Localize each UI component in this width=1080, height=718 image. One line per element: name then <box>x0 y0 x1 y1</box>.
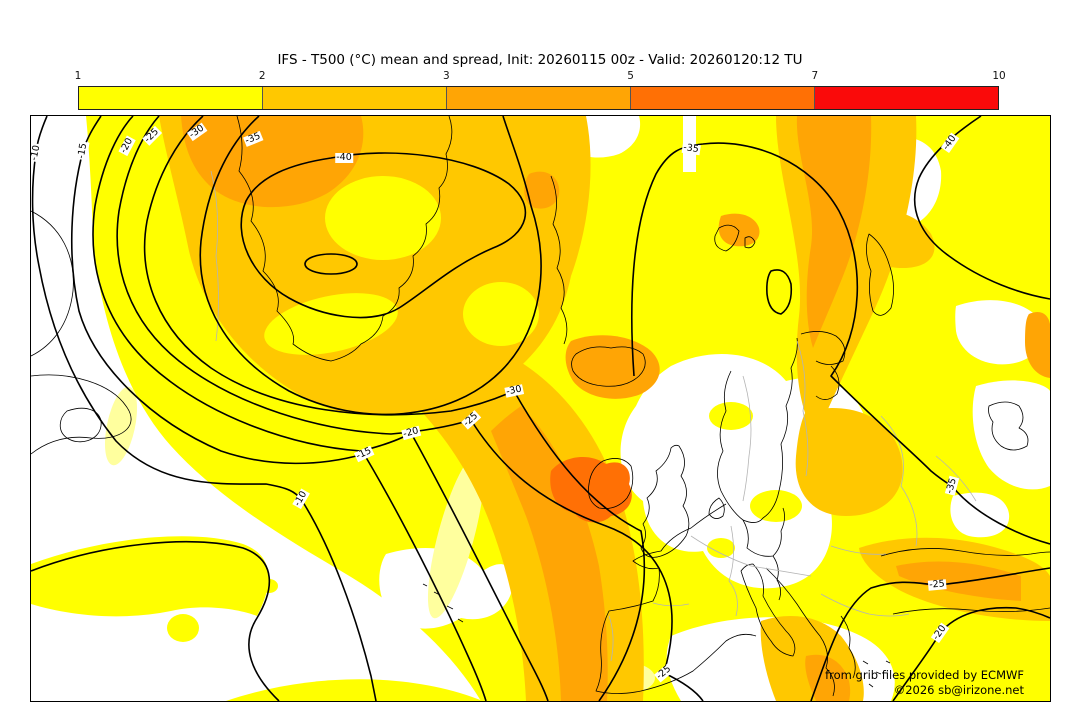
colorbar-tick-label: 5 <box>627 70 634 82</box>
colorbar-ticks: 1 2 3 5 7 10 <box>74 70 1006 84</box>
colorbar-tick-label: 2 <box>258 70 266 82</box>
colorbar-segment <box>79 87 263 109</box>
contour-label: -40 <box>335 152 353 163</box>
attribution: from grib files provided by ECMWF ©2026 … <box>825 668 1024 698</box>
colorbar-tick-label: 10 <box>992 70 1006 82</box>
colorbar-segment <box>447 87 631 109</box>
colorbar-tick-label: 1 <box>74 70 82 82</box>
colorbar-segment <box>815 87 998 109</box>
attribution-line-2: ©2026 sb@irizone.net <box>893 683 1024 697</box>
contour-label: -25 <box>927 578 947 591</box>
map-svg <box>31 116 1050 701</box>
colorbar <box>78 86 999 110</box>
weather-map: -10 -15 -20 -25 -30 -35 -40 -35 -40 -30 -25 -20 -15-… <box>30 115 1051 702</box>
colorbar-segment <box>263 87 447 109</box>
colorbar-segment <box>631 87 815 109</box>
colorbar-tick-label: 3 <box>443 70 450 82</box>
page-title: IFS - T500 (°C) mean and spread, Init: 2… <box>277 52 803 68</box>
attribution-line-1: from grib files provided by ECMWF <box>825 668 1024 682</box>
colorbar-tick-label: 7 <box>811 70 819 82</box>
